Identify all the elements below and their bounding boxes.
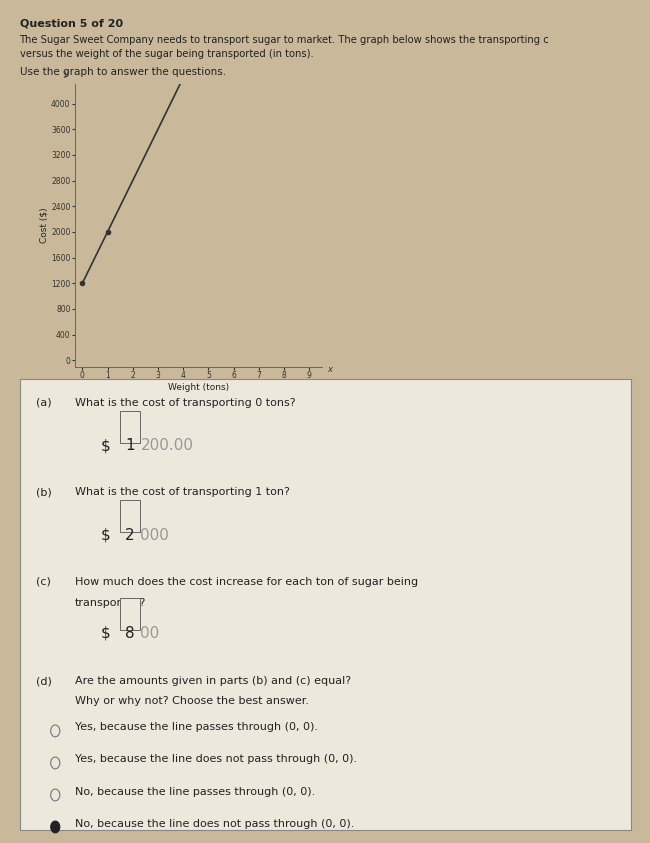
FancyBboxPatch shape <box>120 500 140 532</box>
Text: (c): (c) <box>36 577 51 587</box>
Text: How much does the cost increase for each ton of sugar being: How much does the cost increase for each… <box>75 577 418 587</box>
Text: transported?: transported? <box>75 598 146 608</box>
Text: (d): (d) <box>36 676 51 686</box>
FancyBboxPatch shape <box>120 598 140 630</box>
Text: Question 5 of 20: Question 5 of 20 <box>20 19 123 29</box>
X-axis label: Weight (tons): Weight (tons) <box>168 383 229 392</box>
Text: Why or why not? Choose the best answer.: Why or why not? Choose the best answer. <box>75 696 309 706</box>
Y-axis label: Cost ($): Cost ($) <box>39 207 48 244</box>
Text: y: y <box>64 69 69 78</box>
Text: $: $ <box>101 528 111 543</box>
Text: Yes, because the line does not pass through (0, 0).: Yes, because the line does not pass thro… <box>75 754 357 765</box>
Text: Are the amounts given in parts (b) and (c) equal?: Are the amounts given in parts (b) and (… <box>75 676 351 686</box>
FancyBboxPatch shape <box>20 379 630 830</box>
Text: x: x <box>328 365 332 374</box>
Text: Use the graph to answer the questions.: Use the graph to answer the questions. <box>20 67 226 78</box>
Text: (b): (b) <box>36 487 51 497</box>
Text: 1: 1 <box>125 438 135 454</box>
Text: 00: 00 <box>140 626 160 641</box>
Text: $: $ <box>101 438 111 454</box>
FancyBboxPatch shape <box>120 411 140 443</box>
Circle shape <box>51 821 60 833</box>
Text: Yes, because the line passes through (0, 0).: Yes, because the line passes through (0,… <box>75 722 318 733</box>
Text: (a): (a) <box>36 398 51 408</box>
Text: What is the cost of transporting 1 ton?: What is the cost of transporting 1 ton? <box>75 487 290 497</box>
Text: No, because the line passes through (0, 0).: No, because the line passes through (0, … <box>75 787 315 797</box>
Text: What is the cost of transporting 0 tons?: What is the cost of transporting 0 tons? <box>75 398 295 408</box>
Text: 200.00: 200.00 <box>140 438 194 454</box>
Text: No, because the line does not pass through (0, 0).: No, because the line does not pass throu… <box>75 819 354 829</box>
Text: 8: 8 <box>125 626 135 641</box>
Text: The Sugar Sweet Company needs to transport sugar to market. The graph below show: The Sugar Sweet Company needs to transpo… <box>20 35 549 46</box>
Text: 000: 000 <box>140 528 169 543</box>
Text: 2: 2 <box>125 528 135 543</box>
Text: versus the weight of the sugar being transported (in tons).: versus the weight of the sugar being tra… <box>20 49 313 59</box>
Text: $: $ <box>101 626 111 641</box>
